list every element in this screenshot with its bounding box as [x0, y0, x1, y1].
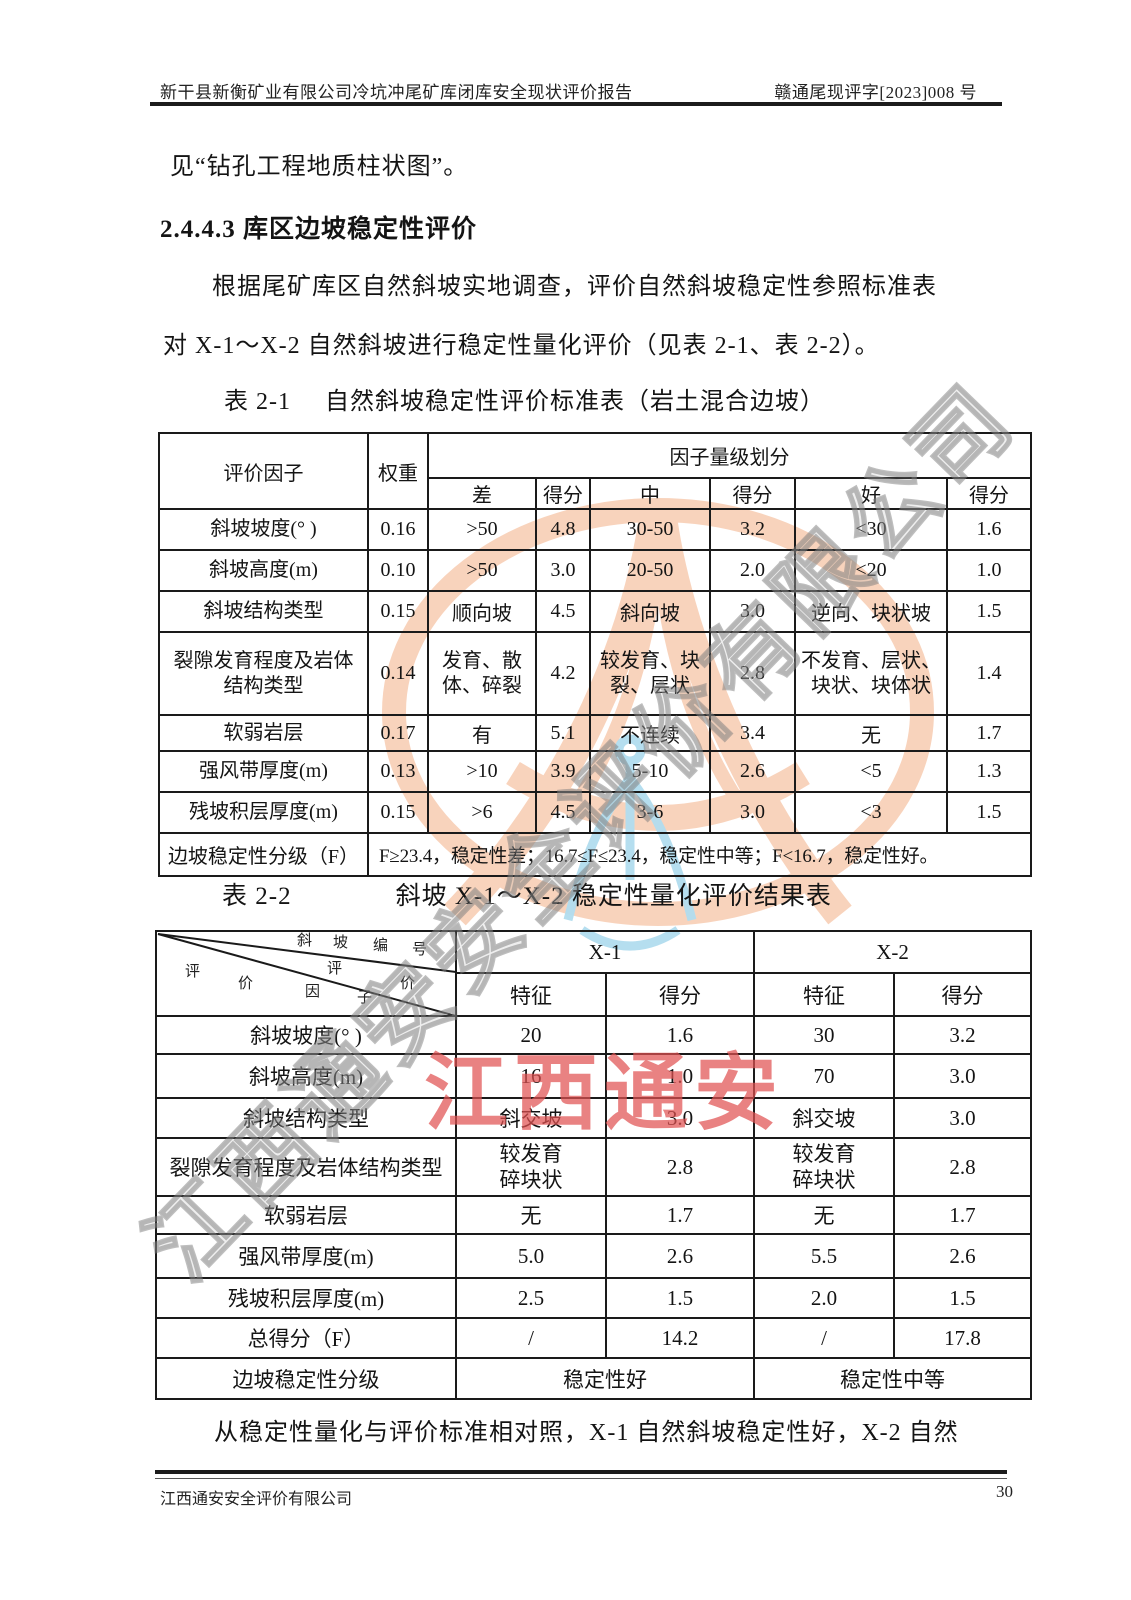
grading-row: 边坡稳定性分级 稳定性好 稳定性中等	[155, 1357, 1033, 1400]
t2-subheader: 特征	[455, 972, 607, 1017]
table-row: 斜坡结构类型 0.15 顺向坡 4.5 斜向坡 3.0 逆向、块状坡 1.5	[158, 590, 1033, 633]
t2-grading-x2: 稳定性中等	[753, 1357, 1033, 1400]
t1-grading-text: F≥23.4，稳定性差；16.7≤F≤23.4，稳定性中等；F<16.7，稳定性…	[366, 832, 1033, 877]
t2-diagonal-header-cell: 斜 坡 编 号 评 价 评 价 因 子	[155, 930, 457, 1017]
t2-subheader: 得分	[893, 972, 1033, 1017]
diagonal-lines	[158, 933, 454, 1014]
table-row: 强风带厚度(m) 5.0 2.6 5.5 2.6	[155, 1233, 1033, 1279]
table-row: 裂隙发育程度及岩体结构类型 较发育 碎块状 2.8 较发育 碎块状 2.8	[155, 1137, 1033, 1197]
table2-caption-title: 斜坡 X-1～X-2 稳定性量化评价结果表	[395, 883, 832, 910]
table-2-2: 斜 坡 编 号 评 价 评 价 因 子 X-1 X-2 特征 得分 特征 得分 …	[155, 930, 1033, 1400]
table1-caption-label: 表 2-1	[224, 389, 291, 415]
t1-subheader-good: 好	[794, 477, 948, 510]
t2-colgroup-x1: X-1	[454, 930, 756, 974]
table2-caption-label: 表 2-2	[222, 883, 292, 910]
t2-grading-x1: 稳定性好	[454, 1357, 756, 1400]
table-row: 残坡积层厚度(m) 2.5 1.5 2.0 1.5	[155, 1277, 1033, 1319]
table2-caption: 表 2-2 斜坡 X-1～X-2 稳定性量化评价结果表	[222, 876, 832, 912]
table-row: 总得分（F） / 14.2 / 17.8	[155, 1317, 1033, 1359]
table-row: 软弱岩层 0.17 有 5.1 不连续 3.4 无 1.7	[158, 714, 1033, 752]
table-row: 裂隙发育程度及岩体 结构类型 0.14 发育、散 体、碎裂 4.2 较发育、块 …	[158, 631, 1033, 716]
table1-caption: 表 2-1 自然斜坡稳定性评价标准表（岩土混合边坡）	[224, 381, 825, 416]
t2-colgroup-x2: X-2	[753, 930, 1033, 974]
section-heading: 2.4.4.3 库区边坡稳定性评价	[160, 216, 478, 243]
intro-line: 见“钻孔工程地质柱状图”。	[170, 154, 469, 180]
t1-subheader-medium: 中	[589, 477, 711, 510]
footer-rule-thick	[155, 1470, 1007, 1474]
table-row: 强风带厚度(m) 0.13 >10 3.9 5-10 2.6 <5 1.3	[158, 750, 1033, 793]
t1-grading-label: 边坡稳定性分级（F）	[158, 832, 369, 877]
table-row: 斜坡高度(m) 16 1.0 70 3.0	[155, 1053, 1033, 1099]
table1-caption-title: 自然斜坡稳定性评价标准表（岩土混合边坡）	[325, 389, 825, 415]
t1-subheader-score2: 得分	[709, 477, 796, 510]
table-row: 斜坡结构类型 斜交坡 3.0 斜交坡 3.0	[155, 1097, 1033, 1139]
header-report-title: 新干县新衡矿业有限公司冷坑冲尾矿库闭库安全现状评价报告	[160, 83, 633, 102]
t1-subheader-score3: 得分	[945, 477, 1033, 510]
table-row: 残坡积层厚度(m) 0.15 >6 4.5 3-6 3.0 <3 1.5	[158, 791, 1033, 834]
t2-subheader: 特征	[753, 972, 896, 1017]
paragraph-line-1: 根据尾矿库区自然斜坡实地调查，评价自然斜坡稳定性参照标准表	[212, 274, 937, 300]
table-row: 软弱岩层 无 1.7 无 1.7	[155, 1195, 1033, 1235]
header-document-number: 赣通尾现评字[2023]008 号	[774, 83, 977, 102]
table-row: 斜坡坡度(° ) 0.16 >50 4.8 30-50 3.2 <30 1.6	[158, 508, 1033, 551]
t1-subheader-poor: 差	[427, 477, 537, 510]
table-row: 斜坡坡度(° ) 20 1.6 30 3.2	[155, 1015, 1033, 1055]
t2-subheader: 得分	[604, 972, 756, 1017]
page-number: 30	[996, 1482, 1013, 1501]
t1-header-weight: 权重	[367, 432, 429, 510]
footer-company: 江西通安安全评价有限公司	[160, 1491, 353, 1508]
closing-paragraph: 从稳定性量化与评价标准相对照，X-1 自然斜坡稳定性好，X-2 自然	[214, 1420, 959, 1446]
paragraph-line-2: 对 X-1～X-2 自然斜坡进行稳定性量化评价（见表 2-1、表 2-2）。	[163, 333, 880, 359]
t1-subheader-score1: 得分	[535, 477, 591, 510]
t1-header-factor: 评价因子	[158, 432, 369, 510]
table-2-1: 评价因子 权重 因子量级划分 差 得分 中 得分 好 得分 斜坡坡度(° ) 0…	[158, 432, 1033, 877]
header-rule	[150, 102, 1002, 106]
footer-rule-thin	[155, 1478, 1007, 1479]
t2-grading-label: 边坡稳定性分级	[155, 1357, 457, 1400]
table-row: 斜坡高度(m) 0.10 >50 3.0 20-50 2.0 <20 1.0	[158, 549, 1033, 592]
t1-header-division: 因子量级划分	[426, 432, 1033, 479]
grading-row: 边坡稳定性分级（F） F≥23.4，稳定性差；16.7≤F≤23.4，稳定性中等…	[158, 832, 1033, 877]
